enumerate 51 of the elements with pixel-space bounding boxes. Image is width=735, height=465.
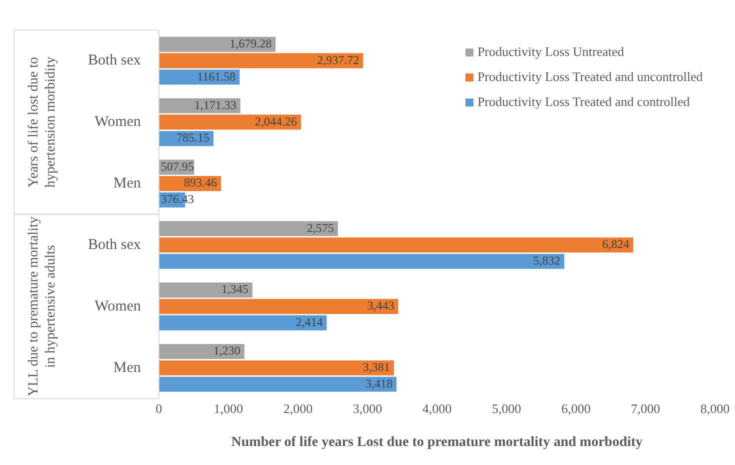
data-label: 1,679.28: [230, 36, 272, 50]
data-label: 1,230: [213, 344, 240, 358]
data-label: 3,381: [362, 360, 390, 374]
data-label: 2,414: [296, 314, 323, 329]
x-tick-label: 2,000: [283, 400, 313, 416]
x-tick-label: 0: [156, 400, 162, 416]
x-axis-title: Number of life years Lost due to premature mortality and morbodity: [231, 435, 643, 450]
data-label: 2,937.72: [317, 52, 360, 67]
x-tick-label: 1,000: [214, 400, 244, 416]
x-tick-label: 6,000: [561, 400, 591, 416]
data-label: 893.46: [184, 176, 218, 190]
bar: [158, 221, 338, 236]
bar: [158, 237, 634, 253]
text: YLL due to premature mortality in hypertensive adults: [26, 216, 59, 396]
x-tick-label: 5,000: [492, 400, 522, 416]
y-tick-label: Both sex: [88, 236, 142, 253]
x-tick-label: 3,000: [352, 400, 382, 416]
data-label: 2,575: [306, 220, 334, 235]
legend-label: Productivity Loss Treated and uncontrolled: [477, 68, 704, 84]
bar: [158, 114, 302, 130]
data-label: 3,418: [366, 376, 393, 390]
text: Years of life lost due to hypertension morbidity: [26, 56, 59, 188]
data-label: 507.95: [160, 159, 194, 174]
y-tick-label: Both sex: [88, 52, 142, 69]
bar: [158, 282, 252, 298]
bar: [158, 344, 244, 360]
bar: [158, 376, 397, 392]
bar: [158, 315, 327, 330]
data-label: 6,824: [602, 237, 630, 252]
x-tick-label: 7,000: [630, 400, 660, 416]
data-label: 2,044.26: [255, 114, 298, 128]
data-label: 1161.58: [197, 69, 236, 84]
bar: [158, 360, 394, 376]
bar: [158, 254, 564, 269]
legend-label: Productivity Loss Untreated: [477, 44, 625, 59]
x-tick-label: 4,000: [422, 400, 452, 416]
bar: [158, 98, 240, 114]
bar: [158, 298, 398, 314]
legend-label: Productivity Loss Treated and controlled: [477, 94, 690, 109]
bar: [158, 53, 364, 68]
data-label: 3,443: [367, 298, 394, 313]
x-tick-label: 8,000: [700, 400, 730, 416]
data-label: 1,171.33: [194, 98, 236, 112]
data-label: 1,345: [221, 282, 248, 296]
y-tick-label: Men: [113, 360, 142, 376]
data-label: 5,832: [533, 254, 560, 268]
y-tick-label: Women: [94, 114, 142, 130]
bar: [158, 36, 276, 52]
data-label: 785.15: [176, 130, 210, 145]
y-tick-label: Men: [113, 176, 142, 192]
y-tick-label: Women: [94, 298, 142, 314]
